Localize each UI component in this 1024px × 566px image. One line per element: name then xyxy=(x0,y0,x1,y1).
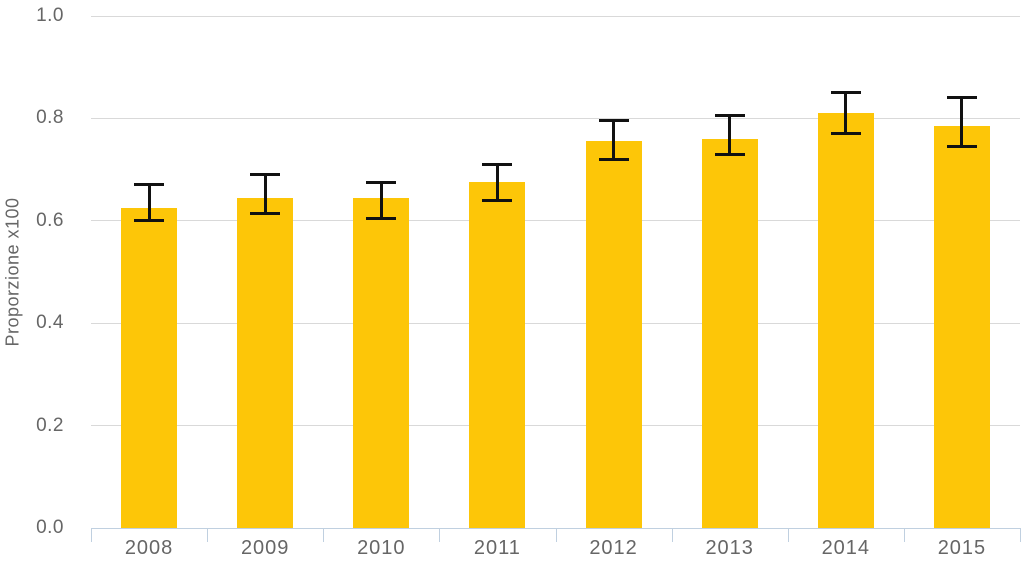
error-bar-cap-bottom-2013 xyxy=(714,152,745,156)
gridline xyxy=(91,117,1020,119)
bar-2012[interactable] xyxy=(585,141,642,528)
error-bar-cap-bottom-2012 xyxy=(598,157,629,161)
x-axis-label-2013: 2013 xyxy=(705,537,754,559)
x-axis-tick xyxy=(671,528,673,542)
error-bar-cap-bottom-2014 xyxy=(830,132,861,136)
error-bar-2008 xyxy=(147,184,151,221)
x-axis-tick xyxy=(91,528,92,542)
bar-2014[interactable] xyxy=(817,113,874,528)
error-bar-cap-top-2008 xyxy=(134,183,165,187)
bar-2009[interactable] xyxy=(237,197,294,528)
error-bar-2012 xyxy=(612,120,616,160)
error-bar-cap-top-2014 xyxy=(830,91,861,95)
error-bar-cap-bottom-2011 xyxy=(482,198,513,202)
bar-2013[interactable] xyxy=(701,138,758,528)
y-axis-tick-label: 0.4 xyxy=(36,312,64,334)
error-bar-2009 xyxy=(263,174,267,214)
error-bar-cap-bottom-2009 xyxy=(250,211,281,215)
x-axis-label-2008: 2008 xyxy=(124,537,174,559)
x-axis-label-2015: 2015 xyxy=(937,537,987,559)
x-axis-tick xyxy=(207,528,209,542)
error-bar-cap-top-2009 xyxy=(250,173,281,177)
error-bar-cap-top-2015 xyxy=(946,96,977,100)
gridline xyxy=(91,15,1020,17)
x-axis-tick xyxy=(439,528,441,542)
x-axis-label-2009: 2009 xyxy=(240,537,290,559)
gridline xyxy=(91,220,1020,222)
error-bar-2014 xyxy=(844,92,848,134)
bar-2015[interactable] xyxy=(933,126,990,528)
error-bar-cap-top-2013 xyxy=(714,114,745,118)
error-bar-2010 xyxy=(379,182,383,219)
error-bar-cap-top-2012 xyxy=(598,119,629,123)
y-axis-tick-label: 0.6 xyxy=(36,209,64,231)
x-axis-tick xyxy=(555,528,557,542)
bar-2010[interactable] xyxy=(353,197,410,528)
x-axis-label-2011: 2011 xyxy=(473,537,521,559)
y-axis-tick-label: 1.0 xyxy=(36,5,64,26)
error-bar-cap-top-2011 xyxy=(482,162,513,166)
error-bar-cap-bottom-2008 xyxy=(134,219,165,223)
x-axis-tick xyxy=(323,528,325,542)
error-bar-2015 xyxy=(960,97,964,147)
x-axis-label-2014: 2014 xyxy=(821,537,871,559)
error-bar-cap-bottom-2015 xyxy=(946,145,977,149)
gridline xyxy=(91,425,1020,427)
y-axis-tick-label: 0.0 xyxy=(36,517,64,538)
x-axis-tick xyxy=(787,528,789,542)
y-axis-tick-label: 0.8 xyxy=(36,107,64,129)
x-axis-tick xyxy=(903,528,905,542)
x-axis-label-2010: 2010 xyxy=(357,537,406,559)
error-bar-2011 xyxy=(495,164,499,201)
x-axis-tick xyxy=(1020,528,1021,542)
bar-2011[interactable] xyxy=(469,182,526,528)
x-axis-label-2012: 2012 xyxy=(589,537,638,559)
error-bar-cap-bottom-2010 xyxy=(366,216,397,220)
bar-2008[interactable] xyxy=(121,208,178,528)
error-bar-cap-top-2010 xyxy=(366,180,397,184)
error-bar-2013 xyxy=(728,115,732,155)
gridline xyxy=(91,322,1020,324)
y-axis-tick-label: 0.2 xyxy=(36,414,64,436)
